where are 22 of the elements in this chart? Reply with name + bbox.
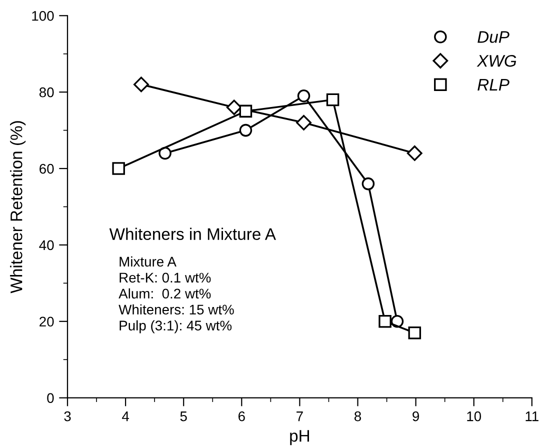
y-tick-label: 20 (40, 316, 54, 327)
annotation: Mixture A Ret-K: 0.1 wt% Alum: 0.2 wt% Whiteners: 15 wt% Pulp (3:1): 45 wt% (118, 256, 234, 334)
x-tick-label: 3 (64, 411, 71, 422)
x-axis-title: pH (290, 430, 309, 446)
y-tick-label: 80 (39, 87, 54, 98)
y-tick-label: 40 (39, 240, 54, 250)
legend-label: DuP (478, 31, 510, 43)
legend-label: RLP (478, 78, 510, 90)
x-tick-label: 10 (467, 411, 482, 422)
y-axis-title: Whitener Retention (%) (10, 121, 26, 294)
y-tick-label: 100 (32, 10, 54, 21)
x-tick-label: 6 (238, 411, 245, 422)
y-tick-label: 60 (40, 164, 54, 174)
x-tick-label: 7 (296, 412, 303, 422)
x-tick-label: 9 (412, 411, 420, 422)
legend-label: XWG (476, 54, 516, 67)
x-tick-label: 11 (526, 412, 538, 422)
x-tick-label: 4 (122, 412, 130, 422)
x-tick-label: 8 (354, 411, 362, 422)
y-tick-label: 0 (47, 393, 54, 403)
annotation: Whiteners in Mixture A (109, 228, 276, 240)
x-tick-label: 5 (180, 412, 187, 422)
